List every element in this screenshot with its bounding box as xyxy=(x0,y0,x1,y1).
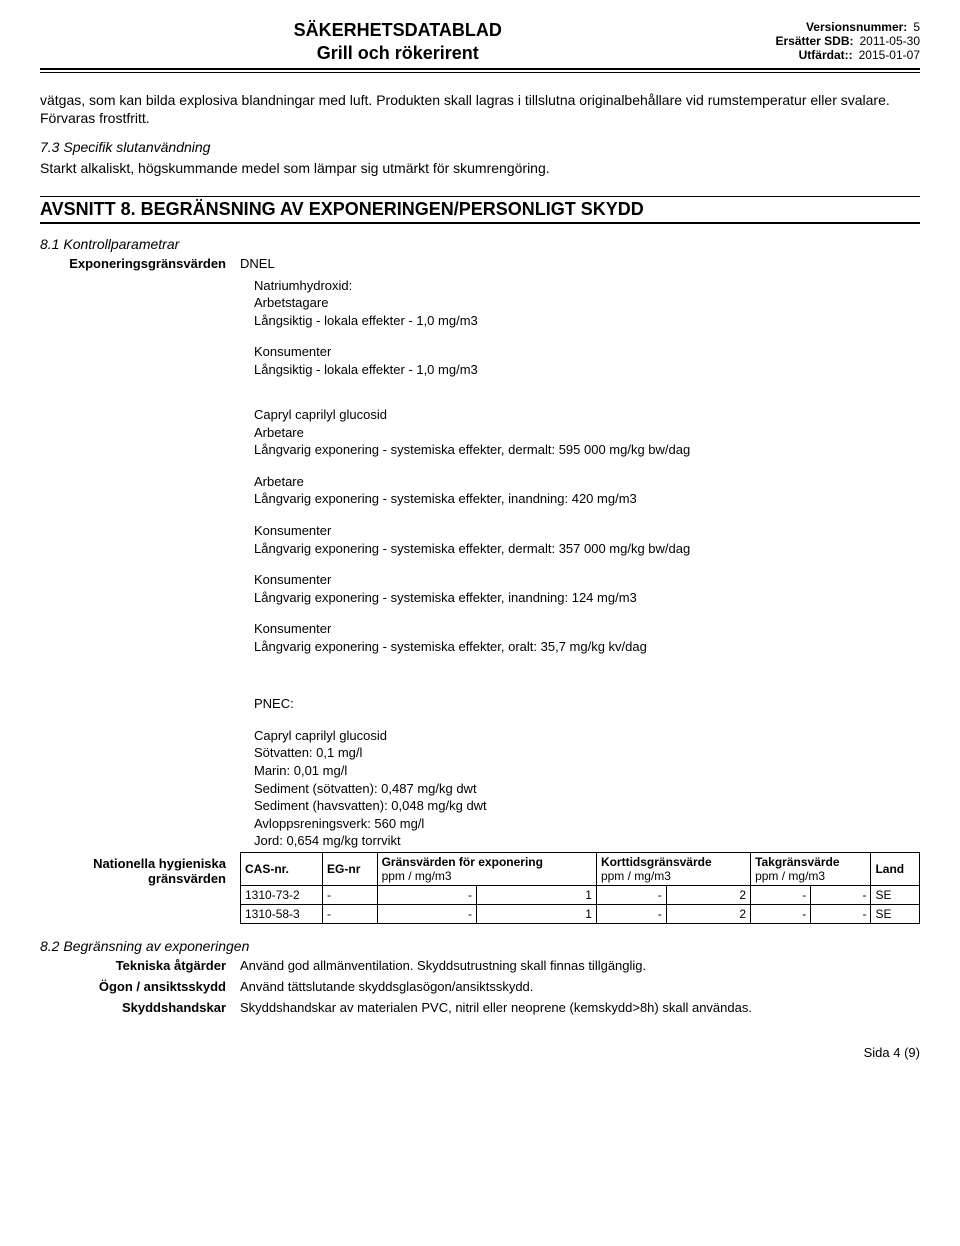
meta-row-replaces: Ersätter SDB: 2011-05-30 xyxy=(775,34,920,48)
technical-measures-row: Tekniska åtgärder Använd god allmänventi… xyxy=(40,958,920,973)
sec-8-1-heading: 8.1 Kontrollparametrar xyxy=(40,236,920,252)
section-rule-before xyxy=(40,196,920,197)
exposure-row: Exponeringsgränsvärden DNEL xyxy=(40,256,920,271)
dnel-block: Konsumenter Långvarig exponering - syste… xyxy=(254,522,920,557)
row-value: Skyddshandskar av materialen PVC, nitril… xyxy=(240,1000,920,1015)
cell: - xyxy=(811,885,871,904)
cell: - xyxy=(751,885,811,904)
section-8-title: AVSNITT 8. BEGRÄNSNING AV EXPONERINGEN/P… xyxy=(40,199,920,220)
cell: 1 xyxy=(476,885,596,904)
doc-title-1: SÄKERHETSDATABLAD xyxy=(40,20,755,41)
dnel-block: Capryl caprilyl glucosid Arbetare Långva… xyxy=(254,406,920,459)
dnel-blocks: Natriumhydroxid: Arbetstagare Långsiktig… xyxy=(254,277,920,850)
table-row: 1310-73-2 - - 1 - 2 - - SE xyxy=(241,885,920,904)
cell: - xyxy=(377,885,476,904)
dnel-block: Konsumenter Långvarig exponering - syste… xyxy=(254,571,920,606)
pnec-label: PNEC: xyxy=(254,695,920,713)
dnel-block: Arbetare Långvarig exponering - systemis… xyxy=(254,473,920,508)
th-eg: EG-nr xyxy=(323,852,378,885)
row-value: Använd tättslutande skyddsglasögon/ansik… xyxy=(240,979,920,994)
cell: 2 xyxy=(666,885,750,904)
th-cas: CAS-nr. xyxy=(241,852,323,885)
sec-8-2-heading: 8.2 Begränsning av exponeringen xyxy=(40,938,920,954)
cell: 1310-58-3 xyxy=(241,904,323,923)
cell: SE xyxy=(871,904,920,923)
cell: - xyxy=(596,885,666,904)
meta-row-issued: Utfärdat:: 2015-01-07 xyxy=(775,48,920,62)
th-ceiling: Takgränsvärde ppm / mg/m3 xyxy=(751,852,871,885)
dnel-block: Konsumenter Långvarig exponering - syste… xyxy=(254,620,920,655)
header-rule-thick xyxy=(40,68,920,70)
dnel-label: DNEL xyxy=(240,256,920,271)
meta-value: 2011-05-30 xyxy=(860,34,921,48)
section-rule-after xyxy=(40,222,920,224)
header-meta: Versionsnummer: 5 Ersätter SDB: 2011-05-… xyxy=(775,20,920,62)
table-header-row: CAS-nr. EG-nr Gränsvärden för exponering… xyxy=(241,852,920,885)
cell: 1 xyxy=(476,904,596,923)
header-rule-thin xyxy=(40,72,920,73)
row-label: Skyddshandskar xyxy=(40,1000,240,1015)
cell: 1310-73-2 xyxy=(241,885,323,904)
table-row: 1310-58-3 - - 1 - 2 - - SE xyxy=(241,904,920,923)
gloves-row: Skyddshandskar Skyddshandskar av materia… xyxy=(40,1000,920,1015)
cell: - xyxy=(323,885,378,904)
doc-title-2: Grill och rökerirent xyxy=(40,43,755,64)
th-short: Korttidsgränsvärde ppm / mg/m3 xyxy=(596,852,750,885)
meta-value: 5 xyxy=(913,20,920,34)
row-label: Tekniska åtgärder xyxy=(40,958,240,973)
meta-row-version: Versionsnummer: 5 xyxy=(775,20,920,34)
sec-7-3-heading: 7.3 Specifik slutanvändning xyxy=(40,139,920,155)
row-label: Ögon / ansiktsskydd xyxy=(40,979,240,994)
cell: 2 xyxy=(666,904,750,923)
meta-value: 2015-01-07 xyxy=(859,48,920,62)
intro-paragraph: vätgas, som kan bilda explosiva blandnin… xyxy=(40,91,920,127)
eye-protection-row: Ögon / ansiktsskydd Använd tättslutande … xyxy=(40,979,920,994)
limits-table: CAS-nr. EG-nr Gränsvärden för exponering… xyxy=(240,852,920,924)
national-limits-row: Nationella hygieniska gränsvärden CAS-nr… xyxy=(40,850,920,924)
th-exposure: Gränsvärden för exponering ppm / mg/m3 xyxy=(377,852,596,885)
row-value: Använd god allmänventilation. Skyddsutru… xyxy=(240,958,920,973)
meta-label: Versionsnummer: xyxy=(806,20,907,34)
dnel-block: Natriumhydroxid: Arbetstagare Långsiktig… xyxy=(254,277,920,330)
cell: - xyxy=(377,904,476,923)
cell: - xyxy=(596,904,666,923)
header-title-block: SÄKERHETSDATABLAD Grill och rökerirent xyxy=(40,20,755,64)
document-header: SÄKERHETSDATABLAD Grill och rökerirent V… xyxy=(40,20,920,64)
national-limits-label: Nationella hygieniska gränsvärden xyxy=(40,850,240,886)
cell: - xyxy=(811,904,871,923)
meta-label: Ersätter SDB: xyxy=(775,34,853,48)
cell: SE xyxy=(871,885,920,904)
dnel-block: Konsumenter Långsiktig - lokala effekter… xyxy=(254,343,920,378)
meta-label: Utfärdat:: xyxy=(799,48,853,62)
cell: - xyxy=(751,904,811,923)
page-footer: Sida 4 (9) xyxy=(40,1045,920,1060)
cell: - xyxy=(323,904,378,923)
pnec-block: Capryl caprilyl glucosid Sötvatten: 0,1 … xyxy=(254,727,920,850)
sec-7-3-text: Starkt alkaliskt, högskummande medel som… xyxy=(40,159,920,177)
th-land: Land xyxy=(871,852,920,885)
exposure-label: Exponeringsgränsvärden xyxy=(40,256,240,271)
